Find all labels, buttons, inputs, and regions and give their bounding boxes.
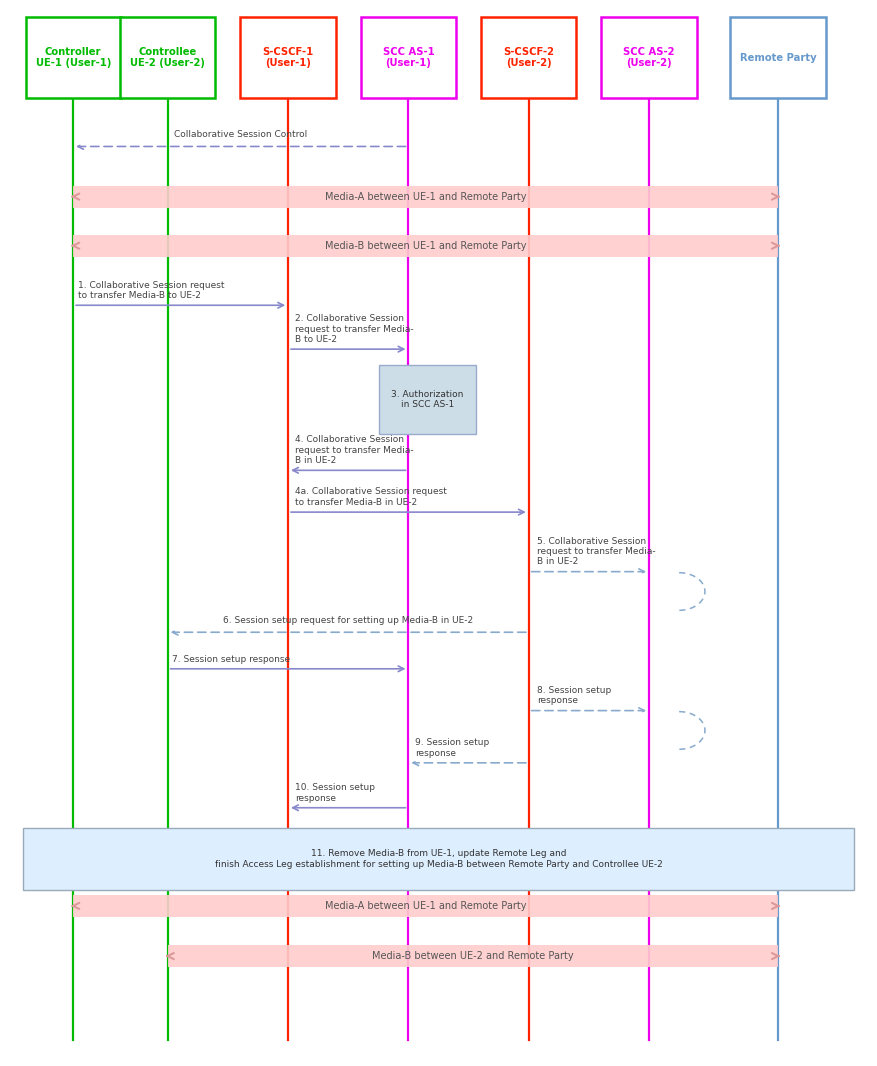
FancyBboxPatch shape	[481, 17, 576, 98]
FancyBboxPatch shape	[360, 17, 456, 98]
Text: 7. Session setup response: 7. Session setup response	[172, 655, 290, 663]
Text: SCC AS-2
(User-2): SCC AS-2 (User-2)	[624, 47, 674, 68]
Text: 11. Remove Media-B from UE-1, update Remote Leg and
finish Access Leg establishm: 11. Remove Media-B from UE-1, update Rem…	[215, 850, 662, 869]
FancyBboxPatch shape	[25, 17, 121, 98]
Text: 5. Collaborative Session
request to transfer Media-
B in UE-2: 5. Collaborative Session request to tran…	[538, 536, 656, 566]
Text: S-CSCF-1
(User-1): S-CSCF-1 (User-1)	[262, 47, 314, 68]
Bar	[74, 235, 778, 257]
Text: SCC AS-1
(User-1): SCC AS-1 (User-1)	[382, 47, 434, 68]
Text: Media-A between UE-1 and Remote Party: Media-A between UE-1 and Remote Party	[324, 901, 526, 911]
Text: 10. Session setup
response: 10. Session setup response	[295, 784, 375, 803]
Text: 3. Authorization
in SCC AS-1: 3. Authorization in SCC AS-1	[391, 389, 464, 409]
Bar	[74, 895, 778, 917]
Text: 6. Session setup request for setting up Media-B in UE-2: 6. Session setup request for setting up …	[223, 616, 474, 625]
Text: Remote Party: Remote Party	[739, 52, 816, 63]
Text: Media-B between UE-1 and Remote Party: Media-B between UE-1 and Remote Party	[324, 241, 526, 251]
FancyBboxPatch shape	[602, 17, 696, 98]
Text: 1. Collaborative Session request
to transfer Media-B to UE-2: 1. Collaborative Session request to tran…	[77, 280, 224, 300]
FancyBboxPatch shape	[240, 17, 336, 98]
Text: Collaborative Session Control: Collaborative Session Control	[175, 130, 308, 140]
Bar	[168, 946, 778, 967]
Text: 8. Session setup
response: 8. Session setup response	[538, 687, 611, 706]
Text: Media-B between UE-2 and Remote Party: Media-B between UE-2 and Remote Party	[372, 951, 574, 962]
Text: 4. Collaborative Session
request to transfer Media-
B in UE-2: 4. Collaborative Session request to tran…	[295, 435, 414, 465]
Text: Controllee
UE-2 (User-2): Controllee UE-2 (User-2)	[131, 47, 205, 68]
Text: Controller
UE-1 (User-1): Controller UE-1 (User-1)	[36, 47, 111, 68]
Text: Media-A between UE-1 and Remote Party: Media-A between UE-1 and Remote Party	[324, 192, 526, 201]
Text: S-CSCF-2
(User-2): S-CSCF-2 (User-2)	[503, 47, 554, 68]
FancyBboxPatch shape	[731, 17, 825, 98]
Text: 9. Session setup
response: 9. Session setup response	[416, 739, 489, 758]
Text: 2. Collaborative Session
request to transfer Media-
B to UE-2: 2. Collaborative Session request to tran…	[295, 314, 414, 344]
FancyBboxPatch shape	[120, 17, 216, 98]
FancyBboxPatch shape	[23, 827, 854, 890]
FancyBboxPatch shape	[379, 365, 476, 434]
Bar	[74, 185, 778, 208]
Text: 4a. Collaborative Session request
to transfer Media-B in UE-2: 4a. Collaborative Session request to tra…	[295, 487, 447, 507]
